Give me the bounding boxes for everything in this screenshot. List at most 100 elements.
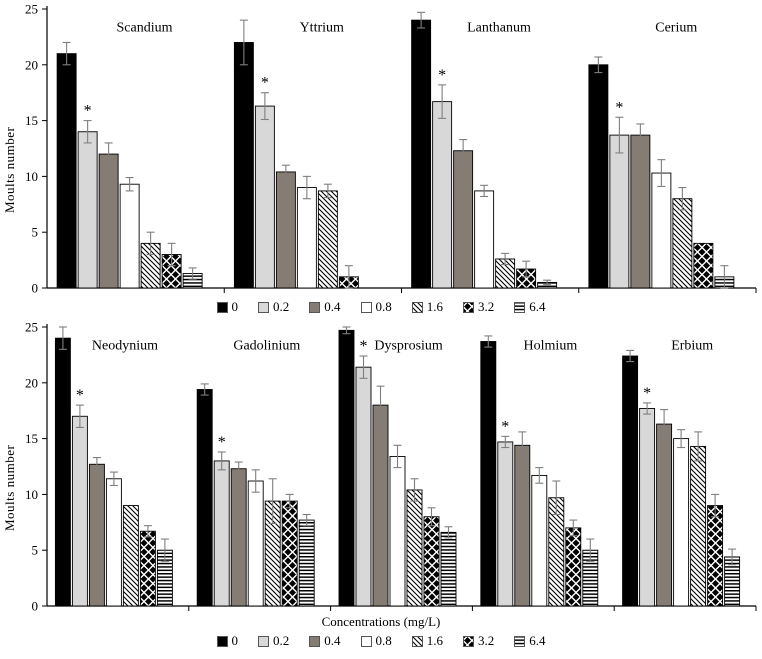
group-label: Holmium bbox=[524, 338, 578, 353]
bar-0.8 bbox=[673, 438, 690, 607]
significance-star: * bbox=[76, 387, 84, 404]
legend-label: 3.2 bbox=[478, 299, 495, 314]
bar-0.8 bbox=[119, 183, 140, 289]
legend-label: 1.6 bbox=[426, 299, 443, 314]
bar-3.2 bbox=[139, 530, 156, 607]
legend-item: 1.6 bbox=[411, 633, 443, 649]
legend-swatch-diagonal-hatch bbox=[411, 635, 423, 647]
legend-label: 0.4 bbox=[324, 299, 341, 314]
legend-swatch-white bbox=[360, 301, 372, 313]
significance-star: * bbox=[501, 418, 509, 435]
legend-item: 0.2 bbox=[258, 633, 289, 649]
bar-3.2 bbox=[565, 527, 582, 607]
y-tick-label: 0 bbox=[32, 599, 39, 614]
bar-1.6 bbox=[690, 445, 707, 607]
bar-0.4 bbox=[88, 463, 105, 607]
group-label: Neodynium bbox=[92, 338, 158, 353]
bottom-chart: 0 5 10 15 20 25 * Neodynium * Gadolinium * Dysprosi… bbox=[25, 320, 757, 614]
legend-label: 6.4 bbox=[529, 299, 546, 314]
bar-6.4 bbox=[440, 531, 457, 607]
group-label: Scandium bbox=[116, 20, 172, 35]
bar-0.2 bbox=[639, 408, 656, 607]
bar-3.2 bbox=[423, 516, 440, 607]
bar-0.4 bbox=[230, 468, 247, 607]
bar-0 bbox=[233, 42, 254, 289]
legend-label: 0.2 bbox=[273, 299, 290, 314]
legend-swatch-black bbox=[216, 635, 228, 647]
group-label: Erbium bbox=[671, 338, 713, 353]
legend-item: 0.2 bbox=[258, 299, 289, 315]
group-label: Yttrium bbox=[300, 20, 344, 35]
legend-swatch-diagonal-hatch bbox=[411, 301, 423, 313]
y-tick-label: 0 bbox=[32, 281, 39, 296]
top-chart: 0 5 10 15 20 25 * Scandium * Yttrium * Lanthanum * Ce… bbox=[25, 2, 757, 296]
legend-swatch-light-gray bbox=[258, 635, 269, 647]
legend-item: 1.6 bbox=[411, 299, 443, 315]
y-tick-label: 20 bbox=[25, 57, 38, 72]
bar-0.8 bbox=[105, 478, 122, 607]
significance-star: * bbox=[643, 385, 651, 402]
legend-label: 6.4 bbox=[529, 633, 546, 648]
bottom-panel: Moults number 0 5 10 15 20 25 * Neodynium * Gadol… bbox=[0, 318, 762, 652]
legend-label: 0 bbox=[231, 299, 239, 314]
legend-item: 6.4 bbox=[514, 633, 546, 649]
bar-0.2 bbox=[254, 105, 275, 289]
y-tick-label: 5 bbox=[32, 543, 39, 558]
bar-0.4 bbox=[656, 423, 673, 607]
legend-label: 0.2 bbox=[273, 633, 290, 648]
legend-label: 1.6 bbox=[426, 633, 443, 648]
bar-1.6 bbox=[406, 489, 423, 607]
legend-item: 6.4 bbox=[514, 299, 546, 315]
legend-item: 0.8 bbox=[360, 299, 392, 315]
legend-top: 0 0.2 0.4 0.8 1.6 3.2 6.4 bbox=[0, 296, 762, 318]
group-label: Gadolinium bbox=[233, 338, 300, 353]
legend-swatch-diamond-grid bbox=[463, 635, 474, 647]
legend-label: 0.4 bbox=[324, 633, 341, 648]
legend-item: 3.2 bbox=[463, 299, 494, 315]
legend-swatch-dark-gray bbox=[309, 301, 321, 313]
bar-0 bbox=[338, 329, 355, 607]
legend-swatch-black bbox=[216, 301, 228, 313]
legend-swatch-horizontal-stripes bbox=[514, 301, 526, 313]
legend-item: 0.4 bbox=[309, 299, 341, 315]
bar-0 bbox=[588, 64, 609, 289]
bar-0.4 bbox=[372, 404, 389, 607]
group-label: Lanthanum bbox=[467, 20, 531, 35]
legend-label: 0 bbox=[231, 633, 239, 648]
bar-0 bbox=[56, 53, 77, 289]
y-axis-label-bottom: Moults number bbox=[2, 444, 17, 532]
y-tick-label: 25 bbox=[25, 2, 38, 17]
legend-item: 0 bbox=[216, 299, 239, 315]
y-axis-label-top: Moults number bbox=[2, 126, 17, 214]
bar-0.4 bbox=[275, 171, 296, 289]
bar-0 bbox=[54, 337, 71, 607]
bar-0 bbox=[411, 19, 432, 289]
bar-0.8 bbox=[247, 480, 264, 607]
y-tick-label: 25 bbox=[25, 320, 38, 335]
bar-3.2 bbox=[707, 505, 724, 607]
group-label: Cerium bbox=[655, 20, 697, 35]
bar-0.4 bbox=[630, 134, 651, 289]
significance-star: * bbox=[261, 75, 269, 92]
significance-star: * bbox=[615, 99, 623, 116]
bar-0.8 bbox=[296, 187, 317, 289]
legend-swatch-white bbox=[360, 635, 372, 647]
bar-0.2 bbox=[71, 415, 88, 607]
legend-label: 3.2 bbox=[478, 633, 495, 648]
legend-item: 0.8 bbox=[360, 633, 392, 649]
top-panel: Moults number 0 5 10 15 20 25 * Scandium * Yttriu… bbox=[0, 0, 762, 318]
bar-1.6 bbox=[122, 505, 139, 607]
bar-1.6 bbox=[317, 190, 338, 289]
bar-0.2 bbox=[213, 460, 230, 607]
bar-3.2 bbox=[693, 242, 714, 289]
bar-0.8 bbox=[474, 190, 495, 289]
bar-0.8 bbox=[389, 456, 406, 607]
legend-item: 0.4 bbox=[309, 633, 341, 649]
y-tick-label: 15 bbox=[25, 431, 38, 446]
bar-1.6 bbox=[672, 198, 693, 289]
group-label: Dysprosium bbox=[374, 338, 443, 353]
bar-0.4 bbox=[98, 153, 119, 289]
bar-0.4 bbox=[514, 444, 531, 607]
y-tick-label: 10 bbox=[25, 169, 38, 184]
